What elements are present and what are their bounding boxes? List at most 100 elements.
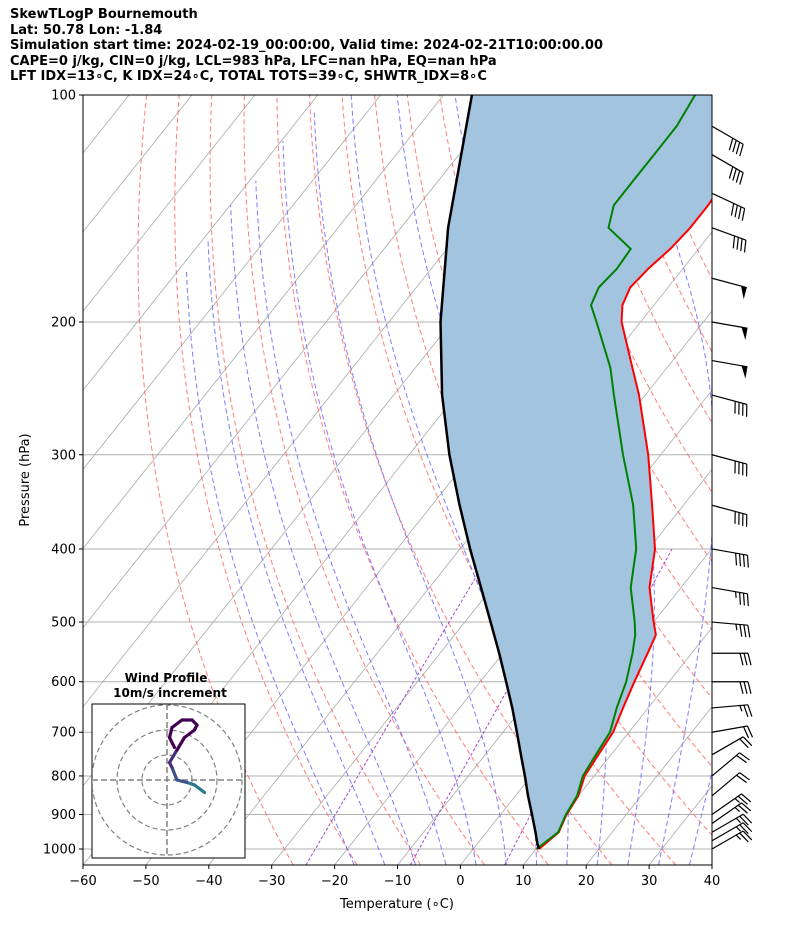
barb-half xyxy=(739,705,743,712)
hodograph-segment xyxy=(167,725,174,740)
moist-adiabat-line xyxy=(230,205,416,865)
barb-staff xyxy=(711,822,744,842)
barb-half xyxy=(735,826,741,832)
wind-barb xyxy=(711,454,748,477)
barb-flag xyxy=(741,286,747,300)
barb-staff xyxy=(711,772,740,797)
stability-indices-line: LFT IDX=13∘C, K IDX=24∘C, TOTAL TOTS=39∘… xyxy=(10,69,487,85)
barb-full xyxy=(741,802,752,812)
cape-cin-shading xyxy=(440,95,712,849)
barb-full xyxy=(743,653,748,666)
moist-adiabat-line xyxy=(720,95,794,865)
barb-full xyxy=(739,815,749,826)
barb-half xyxy=(735,624,738,631)
barb-full xyxy=(728,166,734,179)
barb-full xyxy=(746,593,749,607)
dewpoint-line xyxy=(535,95,696,850)
dry-adiabat-line xyxy=(309,95,613,865)
wind-barb xyxy=(711,736,753,756)
moist-adiabat-line xyxy=(207,238,386,865)
wind-barb xyxy=(711,772,750,797)
wind-barb xyxy=(711,813,753,833)
barb-staff xyxy=(711,227,747,241)
barb-full xyxy=(739,653,744,666)
barb-staff xyxy=(711,548,748,556)
hodograph-segment xyxy=(170,765,179,782)
barb-full xyxy=(735,553,738,566)
wind-barb xyxy=(711,830,753,850)
hodograph-frame xyxy=(91,703,246,859)
y-tick-label: 800 xyxy=(51,769,76,784)
barb-full xyxy=(743,240,747,253)
barb-staff xyxy=(711,736,744,756)
profile-layer xyxy=(439,95,712,850)
barb-staff xyxy=(711,586,748,595)
x-tick-label: −40 xyxy=(195,874,222,889)
barb-full xyxy=(735,142,741,155)
barb-staff xyxy=(711,454,747,465)
barb-full xyxy=(742,813,753,824)
hodograph-title: Wind Profile xyxy=(125,671,208,685)
y-tick-label: 1000 xyxy=(43,843,76,858)
barb-staff xyxy=(711,802,742,824)
barb-full xyxy=(746,725,754,738)
x-tick-label: 30 xyxy=(641,874,658,889)
x-tick-label: −30 xyxy=(258,874,285,889)
wind-barb xyxy=(711,752,750,777)
x-tick-label: 10 xyxy=(515,874,532,889)
barb-staff xyxy=(711,277,747,289)
hodograph-segment xyxy=(167,735,177,750)
parcel-line xyxy=(439,95,541,850)
isotherm-line xyxy=(397,468,712,865)
barb-full xyxy=(739,681,744,694)
dry-adiabat-line xyxy=(209,95,422,865)
isotherm-line xyxy=(83,95,256,312)
hodograph-segment xyxy=(182,728,197,740)
barb-full xyxy=(736,237,739,250)
isotherm-line xyxy=(522,626,712,865)
barb-flag xyxy=(741,327,748,341)
barb-flag xyxy=(741,365,748,379)
x-tick-label: −10 xyxy=(384,874,411,889)
y-tick-label: 100 xyxy=(51,89,76,104)
barb-full xyxy=(747,625,751,638)
barb-staff xyxy=(711,725,748,733)
barb-full xyxy=(747,704,753,717)
barb-full xyxy=(742,736,753,747)
moist-adiabat-line xyxy=(313,110,507,865)
barb-half xyxy=(734,806,740,812)
barb-full xyxy=(738,592,742,605)
chart-header: SkewTLogP Bournemouth Lat: 50.78 Lon: -1… xyxy=(10,7,603,85)
barb-full xyxy=(741,208,746,221)
x-tick-label: −50 xyxy=(132,874,159,889)
hodograph-segment xyxy=(175,735,187,752)
wind-barb xyxy=(711,192,746,221)
chart-title: SkewTLogP Bournemouth xyxy=(10,7,198,22)
isotherm-line xyxy=(775,95,794,865)
hodograph-segment xyxy=(175,778,189,785)
isotherm-line xyxy=(83,95,507,629)
x-tick-label: −20 xyxy=(321,874,348,889)
barb-half xyxy=(735,834,741,840)
y-tick-label: 200 xyxy=(51,315,76,330)
wind-barb xyxy=(711,802,752,824)
dry-adiabat-line xyxy=(374,95,712,836)
barb-staff xyxy=(711,793,742,816)
barb-full xyxy=(742,593,745,606)
wind-barb xyxy=(712,652,752,666)
barb-full xyxy=(746,555,749,568)
barb-full xyxy=(743,681,748,694)
isotherm-line xyxy=(0,95,66,865)
wind-barb xyxy=(711,548,749,568)
barb-full xyxy=(739,624,743,637)
barb-full xyxy=(734,204,738,218)
wind-barb xyxy=(711,704,753,718)
barb-full xyxy=(742,830,753,841)
wind-barb xyxy=(711,321,748,341)
barb-full xyxy=(739,752,750,761)
barb-half xyxy=(735,817,741,824)
barb-half xyxy=(734,798,740,803)
y-axis-label: Pressure (hPa) xyxy=(18,433,33,526)
x-tick-label: −60 xyxy=(69,874,96,889)
y-tick-label: 500 xyxy=(51,616,76,631)
